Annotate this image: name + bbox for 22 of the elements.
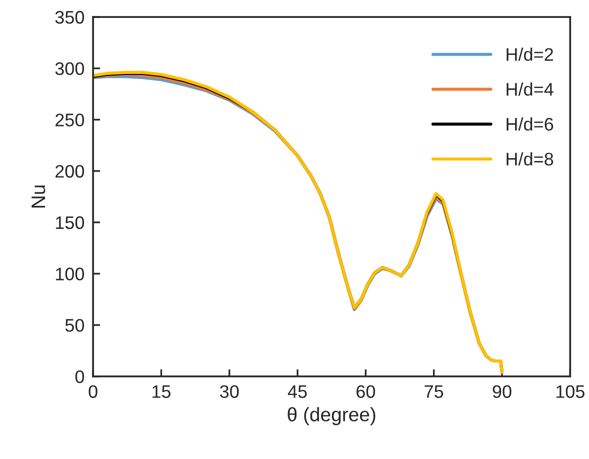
y-tick-label: 250 xyxy=(56,114,84,126)
x-tick-label: 15 xyxy=(152,385,171,398)
x-tick-label: 90 xyxy=(492,385,512,398)
y-tick-label: 0 xyxy=(75,370,84,384)
x-tick-label: 30 xyxy=(220,385,239,398)
x-tick-label: 105 xyxy=(556,385,584,398)
x-tick-label: 60 xyxy=(356,385,376,398)
y-tick-label: 150 xyxy=(56,216,84,230)
legend-label: H/d=8 xyxy=(506,152,554,166)
x-tick-label: 45 xyxy=(288,385,307,398)
legend-label: H/d=2 xyxy=(506,48,553,61)
x-tick-label: 75 xyxy=(424,385,444,398)
y-tick-label: 200 xyxy=(56,164,84,178)
y-tick-label: 50 xyxy=(65,318,84,332)
x-axis-title: θ (degree) xyxy=(288,407,376,426)
legend-label: H/d=4 xyxy=(506,82,554,96)
y-tick-label: 350 xyxy=(55,10,84,24)
legend-label: H/d=6 xyxy=(506,117,554,131)
y-tick-label: 300 xyxy=(55,62,84,76)
x-tick-label: 0 xyxy=(88,385,98,398)
y-axis-title: Nu xyxy=(32,186,46,208)
y-tick-label: 100 xyxy=(56,268,84,280)
